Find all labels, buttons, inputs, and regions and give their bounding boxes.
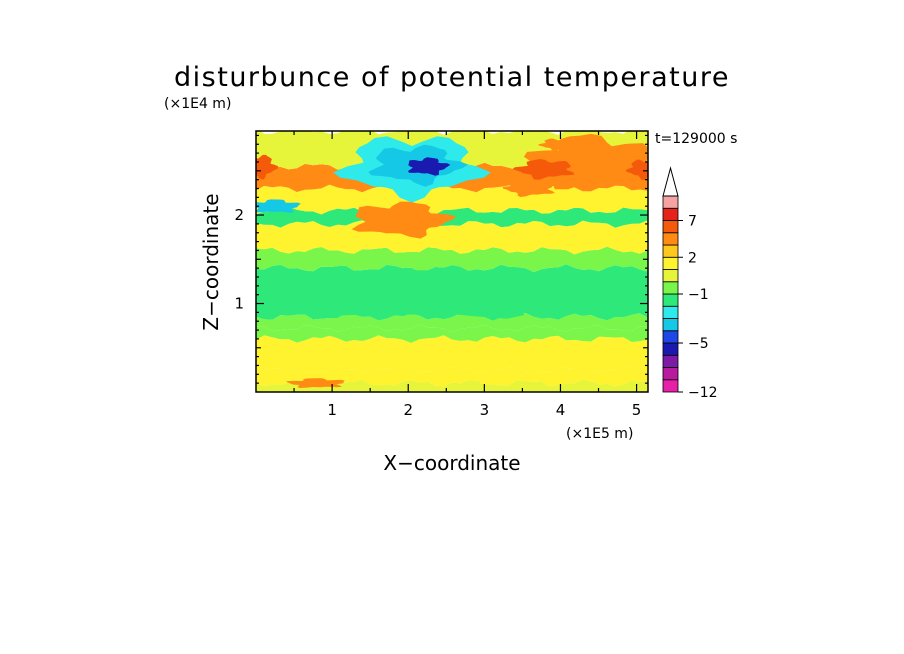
time-label: t=129000 s (655, 131, 737, 147)
contour-cell (538, 138, 575, 151)
contour-band (256, 313, 648, 333)
colorbar-swatch (662, 244, 679, 258)
x-unit-label: (×1E5 m) (566, 426, 633, 442)
contour-cell (502, 180, 555, 197)
contour-cell (256, 199, 301, 213)
colorbar-label: −1 (688, 287, 709, 303)
colorbar-swatch (662, 207, 679, 221)
contour-cell (303, 270, 572, 319)
colorbar-swatch (662, 342, 679, 356)
colorbar-swatch (662, 318, 679, 332)
contour-cell (351, 201, 456, 239)
contour-band (256, 379, 648, 392)
x-tick-label: 3 (480, 401, 490, 419)
contour-band (256, 366, 648, 387)
plot-area (255, 130, 649, 393)
colorbar-label: −12 (688, 385, 718, 401)
y-tick-label: 1 (234, 295, 244, 313)
x-tick-label: 4 (556, 401, 566, 419)
chart-title: disturbunce of potential temperature (174, 62, 730, 93)
colorbar-label: 2 (688, 250, 697, 266)
contour-cell (625, 159, 648, 181)
colorbar-swatch (662, 330, 679, 344)
colorbar-label: 7 (688, 214, 697, 230)
contour-cell (408, 157, 451, 176)
x-tick-label: 2 (403, 401, 413, 419)
colorbar-swatch (662, 354, 679, 368)
contour-band (256, 246, 648, 273)
plot-frame (255, 130, 649, 393)
contour-cell (256, 154, 279, 180)
contour-cell (286, 378, 345, 388)
contour-cell (512, 159, 575, 180)
colorbar-swatch (662, 256, 679, 270)
colorbar-swatch (662, 305, 679, 319)
y-tick-label: 2 (234, 206, 244, 224)
contour-field (256, 131, 648, 392)
colorbar-swatch (662, 367, 679, 381)
colorbar-swatch (662, 293, 679, 307)
colorbar: −12−5−127 (662, 166, 718, 401)
x-axis: 1 2 3 4 5 (293, 131, 642, 419)
colorbar-swatch (662, 195, 679, 209)
contour-band (256, 335, 648, 374)
colorbar-extend-arrow (662, 166, 679, 197)
colorbar-swatch (662, 220, 679, 234)
colorbar-swatch (662, 281, 679, 295)
colorbar-swatch (662, 232, 679, 246)
x-tick-label: 5 (632, 401, 642, 419)
contour-band (256, 324, 648, 343)
colorbar-label: −5 (688, 336, 709, 352)
y-axis: 12 (234, 134, 648, 384)
y-axis-label: Z−coordinate (199, 193, 223, 330)
y-unit-label: (×1E4 m) (164, 96, 231, 112)
contour-cell (523, 133, 648, 190)
x-axis-label: X−coordinate (383, 451, 520, 475)
colorbar-swatch (662, 379, 679, 393)
colorbar-swatch (662, 269, 679, 283)
x-tick-label: 1 (327, 401, 337, 419)
